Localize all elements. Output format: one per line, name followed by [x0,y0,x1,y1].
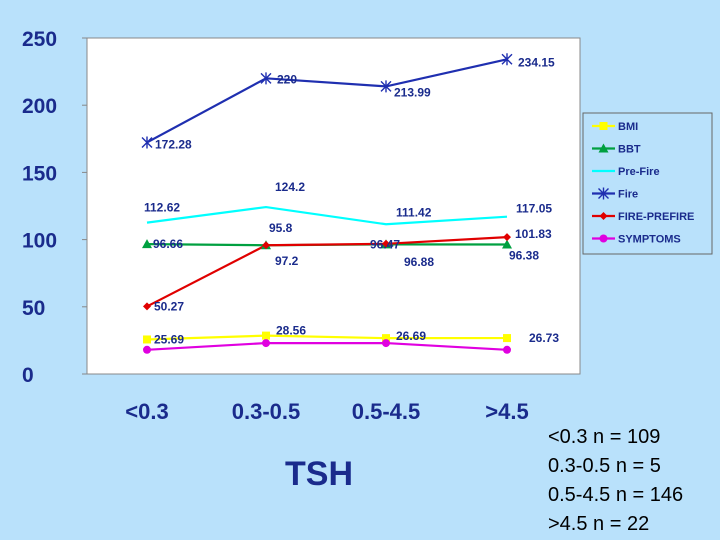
x-axis-title: TSH [285,455,353,493]
fire-data-label: 234.15 [518,55,555,69]
bbt-data-label: 96.47 [370,237,400,251]
bmi-data-label: 25.69 [154,332,184,346]
legend-marker-fire [598,187,609,200]
bmi-series-line [146,334,508,341]
bbt-data-label: 95.8 [269,221,293,235]
fire-prefire-data-label: 50.27 [154,299,184,313]
x-tick-label: >4.5 [485,399,528,424]
fire-prefire-data-label: 97.2 [275,254,299,268]
legend-label-bbt: BBT [618,144,641,156]
fire-prefire-point [262,241,270,250]
bmi-data-label: 28.56 [276,324,306,338]
symptoms-point [503,345,511,354]
fire-data-label: 213.99 [394,85,431,99]
fire-point [260,72,272,85]
bbt-point [502,239,512,249]
fire-prefire-point [503,233,511,242]
legend-marker-symptoms [599,234,608,243]
x-tick-label: 0.3-0.5 [232,399,301,424]
x-tick-label: 0.5-4.5 [352,399,421,424]
bmi-point [143,335,151,344]
legend-label-fire-prefire: FIRE-PREFIRE [618,211,694,223]
fire-point [501,53,513,66]
pre-fire-data-label: 111.42 [396,205,432,219]
note-line: >4.5 n = 22 [548,513,650,535]
legend-label-bmi: BMI [618,121,638,133]
bbt-data-label: 96.66 [153,237,183,251]
pre-fire-data-label: 112.62 [144,201,180,215]
fire-prefire-point [143,302,151,311]
bmi-point [503,334,511,343]
bmi-point [382,334,390,343]
legend-marker-bmi [599,122,608,130]
symptoms-series-line [146,341,508,351]
fire-prefire-point [382,239,390,248]
fire-point [141,136,153,149]
pre-fire-data-label: 117.05 [516,202,552,216]
bbt-point [142,239,152,249]
fire-prefire-data-label: 101.83 [515,227,552,241]
symptoms-point [382,339,390,348]
y-tick-label: 0 [22,364,34,387]
legend-label-pre-fire: Pre-Fire [618,166,660,178]
y-tick-label: 100 [22,230,57,253]
bbt-data-label: 96.38 [509,248,539,262]
y-tick-label: 250 [22,28,57,51]
pre-fire-data-label: 124.2 [275,180,305,194]
fire-series-line [146,58,508,144]
y-tick-label: 200 [22,95,57,118]
fire-data-label: 220 [277,72,297,86]
legend-label-fire: Fire [618,189,638,201]
legend: BMI BBT Pre-Fire Fire FIRE-PREFIRE SYMPTOMS [582,112,713,255]
legend-marker-bbt [598,143,609,153]
note-line: 0.3-0.5 n = 5 [548,455,661,477]
fire-prefire-data-label: 96.88 [404,255,434,269]
x-tick-label: <0.3 [125,399,168,424]
bmi-data-label: 26.69 [396,329,426,343]
bmi-point [262,331,270,340]
y-tick-label: 50 [22,297,45,320]
pre-fire-series-line [146,205,508,226]
symptoms-point [262,339,270,348]
legend-box [582,112,713,255]
legend-marker-fire-prefire [599,212,608,220]
note-line: 0.5-4.5 n = 146 [548,484,684,506]
bmi-data-label: 26.73 [529,331,559,345]
fire-prefire-series-line [146,236,508,308]
note-line: <0.3 n = 109 [548,426,661,448]
y-tick-label: 150 [22,162,57,185]
fire-data-label: 172.28 [155,137,192,151]
symptoms-point [143,345,151,354]
legend-label-symptoms: SYMPTOMS [618,234,681,246]
plot-area [86,37,581,375]
fire-point [380,80,392,93]
